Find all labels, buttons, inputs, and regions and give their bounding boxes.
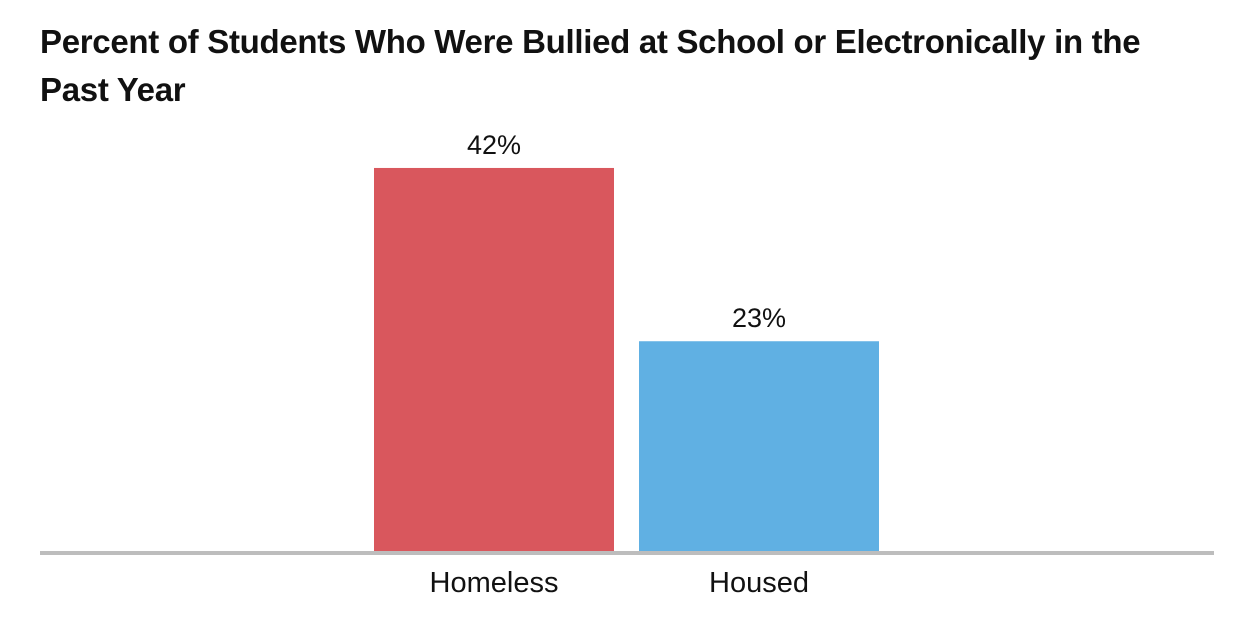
bars-layer (374, 167, 879, 551)
chart-title: Percent of Students Who Were Bullied at … (40, 23, 1141, 108)
value-label-housed: 23% (732, 303, 786, 333)
bar-housed (639, 341, 879, 551)
labels-layer: 42% Homeless 23% Housed (430, 130, 809, 599)
value-label-homeless: 42% (467, 130, 521, 160)
category-label-homeless: Homeless (430, 567, 559, 599)
category-label-housed: Housed (709, 567, 809, 599)
bar-homeless (374, 167, 614, 551)
